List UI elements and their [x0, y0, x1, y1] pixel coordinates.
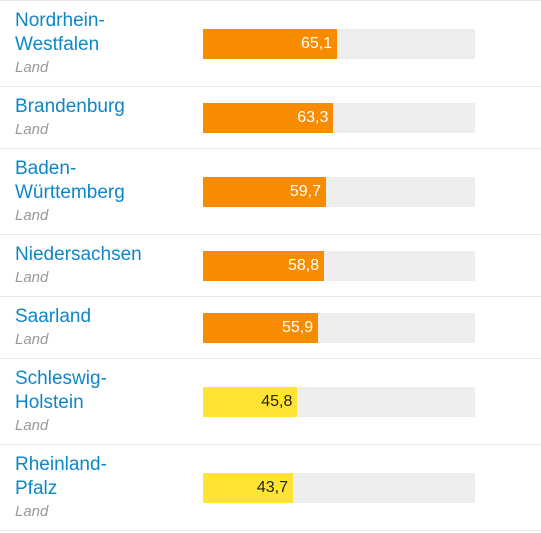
bar [203, 28, 338, 59]
name-column: Niedersachsen Land [15, 243, 203, 288]
row: Schleswig- Holstein Land 45,8 [0, 359, 541, 445]
row: Brandenburg Land 63,3 [0, 87, 541, 149]
bar-track: 59,7 [203, 176, 475, 207]
row: Baden- Württemberg Land 59,7 [0, 149, 541, 235]
category-name: Brandenburg [15, 96, 125, 117]
row: Saarland Land 55,9 [0, 297, 541, 359]
bar-track: 65,1 [203, 28, 475, 59]
value-label: 58,8 [287, 256, 320, 274]
category-subtitle: Land [15, 331, 49, 348]
bar [203, 250, 325, 281]
value-label: 59,7 [289, 182, 321, 200]
name-column: Schleswig- Holstein Land [15, 367, 203, 436]
row: Nordrhein- Westfalen Land 65,1 [0, 1, 541, 87]
category-subtitle: Land [15, 269, 49, 286]
name-column: Saarland Land [15, 305, 203, 350]
bar-track: 45,8 [203, 386, 475, 417]
category-subtitle: Land [15, 207, 49, 224]
category-subtitle: Land [15, 417, 49, 434]
category-subtitle: Land [15, 503, 49, 520]
category-subtitle: Land [15, 59, 49, 76]
category-name: Baden- Württemberg [15, 158, 125, 203]
name-column: Rheinland- Pfalz Land [15, 453, 203, 522]
category-name: Nordrhein- Westfalen [15, 10, 105, 55]
name-column: Nordrhein- Westfalen Land [15, 9, 203, 78]
bar [203, 312, 319, 343]
bar [203, 386, 298, 417]
category-subtitle: Land [15, 121, 49, 138]
value-label: 65,1 [300, 34, 333, 52]
bar-track: 63,3 [203, 102, 475, 133]
row: Niedersachsen Land 58,8 [0, 235, 541, 297]
bar-track: 55,9 [203, 312, 475, 343]
value-label: 55,9 [282, 318, 314, 336]
name-column: Baden- Württemberg Land [15, 157, 203, 226]
value-label: 45,8 [261, 392, 293, 410]
bar [203, 102, 334, 133]
value-label: 43,7 [256, 478, 289, 496]
name-column: Brandenburg Land [15, 95, 203, 140]
bar-track: 43,7 [203, 472, 475, 503]
bar [203, 176, 326, 207]
bar-track: 58,8 [203, 250, 475, 281]
row: Rheinland- Pfalz Land 43,7 [0, 445, 541, 531]
category-name: Schleswig- Holstein [15, 368, 107, 413]
category-name: Niedersachsen [15, 244, 142, 265]
category-name: Saarland [15, 306, 92, 327]
value-label: 63,3 [297, 108, 329, 126]
category-name: Rheinland- Pfalz [15, 454, 107, 499]
bar [203, 472, 294, 503]
